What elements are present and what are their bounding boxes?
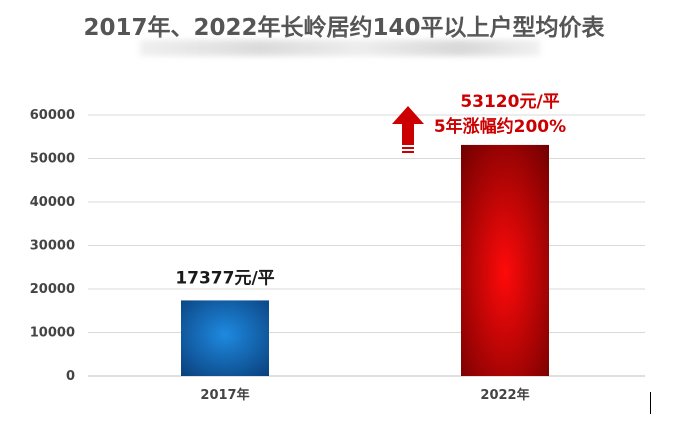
bar-0 (181, 300, 269, 376)
growth-annotation: 5年涨幅约200% (434, 116, 566, 137)
x-category-label: 2017年 (200, 387, 249, 403)
text-cursor (650, 392, 651, 414)
up-arrow-icon (392, 106, 424, 153)
y-tick-label: 50000 (30, 152, 75, 167)
grid-lines (88, 114, 645, 377)
y-tick-label: 40000 (30, 195, 75, 210)
data-label-2017: 17377元/平 (175, 268, 274, 288)
y-axis-ticks: 0 10000 20000 30000 40000 50000 60000 (30, 108, 75, 384)
y-tick-label: 10000 (30, 326, 75, 341)
y-tick-label: 0 (66, 369, 75, 384)
y-tick-label: 30000 (30, 239, 75, 254)
y-tick-label: 60000 (30, 108, 75, 123)
bar-1 (461, 144, 549, 376)
x-axis-labels: 2017年 2022年 (200, 387, 529, 403)
chart-title: 2017年、2022年长岭居约140平以上户型均价表 (83, 15, 605, 41)
blurred-subtitle (140, 40, 540, 56)
data-label-2022: 53120元/平 (460, 92, 559, 112)
x-category-label: 2022年 (480, 387, 529, 403)
bars (181, 144, 549, 376)
data-labels: 17377元/平 53120元/平 5年涨幅约200% (175, 92, 566, 288)
y-tick-label: 20000 (30, 282, 75, 297)
